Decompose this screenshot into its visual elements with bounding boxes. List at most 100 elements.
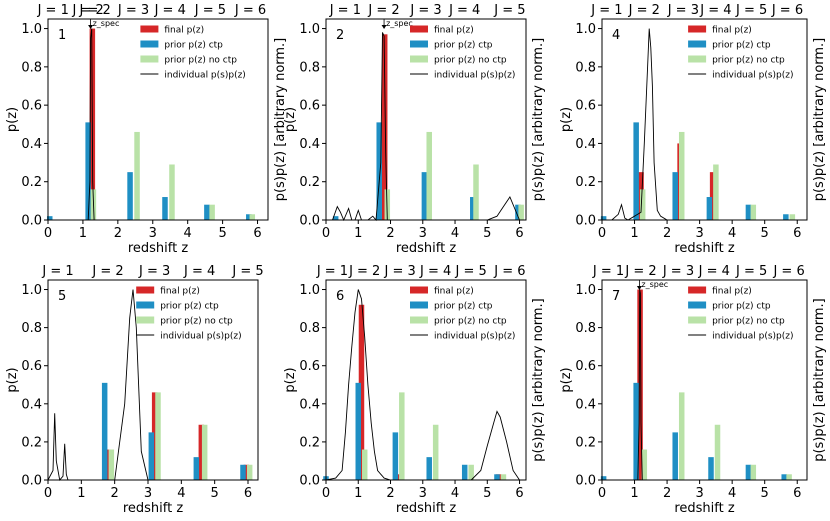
bar-prior-p-z-no-ctp-1 bbox=[155, 392, 161, 480]
y-axis-title: p(z) bbox=[559, 107, 574, 132]
x-tick-label: 2 bbox=[386, 486, 394, 501]
legend-entry: final p(z) bbox=[712, 287, 752, 297]
top-j-label: J = 5 bbox=[231, 264, 263, 279]
x-tick-label: 4 bbox=[728, 486, 736, 501]
legend-swatch bbox=[140, 40, 159, 48]
y-tick-label: 0.6 bbox=[21, 359, 42, 374]
legend-entry: prior p(z) no ctp bbox=[160, 317, 233, 327]
right-axis-title: p(s)p(z) [arbitrary norm.] bbox=[531, 38, 546, 202]
legend-entry: prior p(z) no ctp bbox=[434, 56, 507, 66]
top-j-label: J = 2 bbox=[348, 264, 380, 279]
legend-swatch bbox=[136, 286, 155, 294]
bar-prior-p-z-no-ctp-5 bbox=[786, 474, 792, 480]
bar-prior-p-z-no-ctp-1 bbox=[641, 449, 648, 480]
top-j-label: J = 3 bbox=[117, 3, 149, 18]
chart-panel-1: 0.0 0.2 0.4 0.6 0.8 1.0 0 1 2 3 4 5 6 redshift z p(z) p… bbox=[5, 3, 288, 256]
x-tick-label: 1 bbox=[630, 226, 638, 241]
chart-panel-2: 0.0 0.2 0.4 0.6 0.8 1.0 0 1 2 3 4 5 6 redshift z p(z) p… bbox=[283, 3, 546, 256]
y-axis-title: p(z) bbox=[5, 107, 20, 132]
panel-number: 7 bbox=[612, 289, 620, 304]
bar-prior-p-z-no-ctp-4 bbox=[468, 464, 474, 480]
bar-prior-p-z-no-ctp-5 bbox=[500, 474, 507, 480]
bar-prior-p-z-ctp-5 bbox=[781, 474, 787, 480]
legend-entry: individual p(s)p(z) bbox=[434, 332, 515, 342]
panel-number: 6 bbox=[336, 289, 344, 304]
legend-swatch bbox=[410, 40, 428, 48]
y-tick-label: 0.4 bbox=[299, 137, 320, 152]
bar-prior-p-z-no-ctp-0 bbox=[108, 449, 115, 480]
x-tick-label: 6 bbox=[515, 486, 523, 501]
legend-swatch bbox=[688, 55, 707, 63]
bar-final-p-z--1 bbox=[395, 474, 402, 480]
y-tick-label: 1.0 bbox=[299, 283, 320, 298]
bar-prior-p-z-no-ctp-1 bbox=[361, 449, 368, 480]
legend-entry: individual p(s)p(z) bbox=[712, 332, 793, 342]
top-j-label: J = 3 bbox=[662, 264, 694, 279]
bar-prior-p-z-no-ctp-4 bbox=[209, 204, 215, 220]
bar-prior-p-z-ctp-1 bbox=[633, 122, 639, 220]
y-tick-label: 0.2 bbox=[299, 435, 320, 450]
top-j-label: J = 2 bbox=[91, 264, 123, 279]
top-j-label: J = 5 bbox=[735, 3, 767, 18]
x-tick-label: 3 bbox=[144, 486, 152, 501]
x-tick-label: 3 bbox=[695, 486, 703, 501]
x-tick-label: 4 bbox=[451, 226, 459, 241]
x-tick-label: 1 bbox=[630, 486, 638, 501]
y-axis-title: p(z) bbox=[559, 367, 574, 392]
bar-prior-p-z-no-ctp-4 bbox=[518, 204, 524, 220]
y-tick-label: 0.8 bbox=[575, 60, 596, 75]
bar-prior-p-z-ctp-0 bbox=[600, 216, 607, 220]
y-tick-label: 1.0 bbox=[299, 22, 320, 37]
x-axis-title: redshift z bbox=[674, 501, 735, 516]
top-j-label: J = 6 bbox=[234, 3, 266, 18]
bar-prior-p-z-ctp-3 bbox=[470, 197, 476, 220]
x-tick-label: 1 bbox=[354, 226, 362, 241]
y-tick-label: 0.6 bbox=[299, 359, 320, 374]
bar-prior-p-z-ctp-5 bbox=[494, 474, 500, 480]
y-tick-label: 1.0 bbox=[575, 283, 596, 298]
bar-prior-p-z-ctp-4 bbox=[461, 464, 468, 480]
individual-curve-line bbox=[87, 28, 95, 221]
bar-prior-p-z-ctp-3 bbox=[426, 457, 432, 480]
y-tick-label: 0.6 bbox=[575, 99, 596, 114]
x-axis-title: redshift z bbox=[396, 241, 457, 256]
bar-prior-p-z-no-ctp-2 bbox=[399, 392, 405, 480]
x-axis-title: redshift z bbox=[128, 241, 189, 256]
right-axis-title: p(s)p(z) [arbitrary norm.] bbox=[812, 38, 827, 202]
legend-swatch bbox=[140, 25, 159, 33]
legend-entry: prior p(z) ctp bbox=[434, 302, 493, 312]
bar-prior-p-z-ctp-1 bbox=[355, 382, 362, 480]
x-tick-label: 6 bbox=[244, 486, 252, 501]
bar-prior-p-z-ctp-4 bbox=[745, 464, 752, 480]
top-j-label: J = 4 bbox=[154, 3, 186, 18]
top-j-label: J = 6 bbox=[772, 264, 804, 279]
y-tick-label: 1.0 bbox=[21, 283, 42, 298]
x-tick-label: 6 bbox=[793, 486, 801, 501]
y-tick-label: 0.2 bbox=[575, 175, 596, 190]
bar-prior-p-z-ctp-2 bbox=[127, 172, 133, 220]
x-tick-label: 1 bbox=[354, 486, 362, 501]
y-tick-label: 0.0 bbox=[575, 214, 596, 229]
y-tick-label: 0.2 bbox=[21, 175, 42, 190]
x-tick-label: 3 bbox=[419, 226, 427, 241]
legend-swatch bbox=[410, 301, 428, 309]
x-tick-label: 1 bbox=[79, 226, 87, 241]
legend-swatch bbox=[140, 55, 159, 63]
legend-entry: prior p(z) no ctp bbox=[712, 317, 785, 327]
x-tick-label: 4 bbox=[177, 486, 185, 501]
bar-prior-p-z-ctp-3 bbox=[708, 457, 714, 480]
bar-prior-p-z-no-ctp-3 bbox=[714, 424, 721, 480]
bar-final-p-z--2 bbox=[709, 172, 716, 220]
top-j-label: J = 3 bbox=[667, 3, 699, 18]
legend-entry: prior p(z) ctp bbox=[164, 41, 223, 51]
legend-swatch bbox=[688, 40, 707, 48]
x-tick-label: 5 bbox=[211, 486, 219, 501]
x-tick-label: 4 bbox=[451, 486, 459, 501]
right-axis-title: p(s)p(z) [arbitrary norm.] bbox=[812, 298, 827, 462]
y-tick-label: 0.0 bbox=[21, 474, 42, 489]
y-tick-label: 0.8 bbox=[21, 60, 42, 75]
bar-prior-p-z-ctp-2 bbox=[672, 172, 678, 220]
x-tick-label: 2 bbox=[663, 226, 671, 241]
bar-prior-p-z-ctp-1 bbox=[148, 432, 155, 480]
top-j-label: J = 4 bbox=[698, 264, 730, 279]
